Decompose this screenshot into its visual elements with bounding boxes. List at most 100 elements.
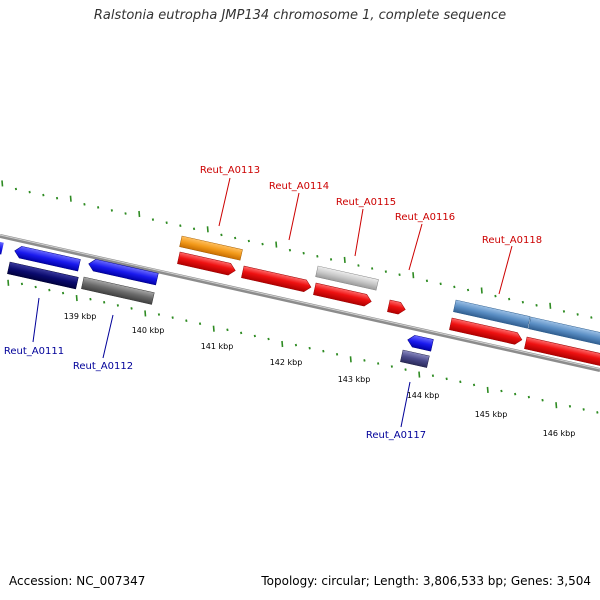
minor-tick	[521, 300, 524, 304]
minor-tick	[527, 395, 530, 399]
minor-tick	[294, 343, 298, 347]
major-tick	[206, 226, 209, 233]
minor-tick	[157, 313, 161, 316]
minor-tick	[500, 389, 503, 393]
label-reut-a0117[interactable]: Reut_A0117	[366, 430, 426, 441]
ruler-label-140kbp: 140 kbp	[132, 326, 165, 335]
major-tick	[486, 386, 489, 393]
feature-reut-a0111-navy[interactable]	[7, 261, 79, 290]
minor-tick	[55, 196, 59, 200]
major-tick	[281, 340, 284, 348]
cds-reut-a0112-blue[interactable]	[87, 258, 159, 286]
major-tick	[480, 287, 483, 294]
minor-tick	[439, 282, 442, 286]
minor-tick	[116, 304, 119, 307]
major-tick	[144, 310, 147, 317]
label-reut-a0111[interactable]: Reut_A0111	[4, 346, 64, 357]
leader-reut-a0113	[218, 177, 231, 227]
minor-tick	[316, 255, 319, 258]
feature-reut-a0118-steelblue-1[interactable]	[453, 299, 531, 329]
minor-tick	[390, 365, 393, 368]
minor-tick	[322, 349, 325, 353]
minor-tick	[28, 190, 31, 194]
minor-tick	[508, 297, 511, 301]
minor-tick	[357, 264, 360, 267]
minor-tick	[329, 258, 333, 261]
feature-reut-a0112-gray[interactable]	[81, 276, 155, 305]
feature-blue-left-edge[interactable]	[0, 241, 4, 255]
ruler-label-141kbp: 141 kbp	[201, 342, 234, 351]
ruler-label-143kbp: 143 kbp	[338, 375, 371, 384]
cds-reut-a0115[interactable]	[313, 282, 372, 307]
minor-tick	[97, 206, 100, 209]
feature-steelblue-2[interactable]	[528, 316, 600, 347]
minor-tick	[83, 203, 86, 206]
ruler-label-142kbp: 142 kbp	[270, 358, 303, 367]
label-reut-a0114[interactable]: Reut_A0114	[269, 181, 329, 192]
minor-tick	[34, 285, 37, 289]
cds-next[interactable]	[524, 336, 600, 367]
major-tick	[69, 195, 72, 202]
minor-tick	[425, 279, 429, 283]
minor-tick	[253, 334, 256, 338]
minor-tick	[124, 212, 127, 215]
leader-reut-a0112	[102, 314, 114, 359]
major-tick	[349, 356, 352, 363]
label-reut-a0116[interactable]: Reut_A0116	[395, 212, 455, 223]
minor-tick	[363, 359, 366, 362]
minor-tick	[42, 193, 45, 197]
chromosome-backbone	[0, 234, 600, 372]
major-tick	[275, 241, 278, 248]
minor-tick	[576, 313, 579, 316]
minor-tick	[14, 187, 18, 191]
label-reut-a0112[interactable]: Reut_A0112	[73, 361, 133, 372]
minor-tick	[582, 408, 585, 411]
minor-tick	[404, 368, 407, 371]
label-reut-a0113[interactable]: Reut_A0113	[200, 165, 260, 176]
accession-text: Accession: NC_007347	[9, 574, 146, 588]
minor-tick	[371, 267, 374, 270]
label-reut-a0115[interactable]: Reut_A0115	[336, 197, 396, 208]
minor-tick	[89, 297, 92, 301]
cds-reut-a0114[interactable]	[241, 265, 312, 293]
minor-tick	[398, 273, 401, 276]
major-tick	[549, 302, 552, 309]
leader-reut-a0114	[288, 192, 300, 241]
minor-tick	[48, 288, 51, 292]
minor-tick	[130, 307, 133, 310]
feature-reut-a0117-slate[interactable]	[400, 349, 430, 368]
minor-tick	[267, 337, 270, 341]
minor-tick	[61, 291, 65, 295]
minor-tick	[466, 288, 470, 292]
major-tick	[412, 272, 415, 279]
minor-tick	[192, 227, 196, 231]
minor-tick	[445, 377, 448, 381]
minor-tick	[220, 233, 223, 237]
feature-reut-a0115-gray[interactable]	[315, 265, 379, 291]
minor-tick	[288, 248, 292, 252]
major-tick	[138, 210, 141, 218]
ruler-label-145kbp: 145 kbp	[475, 410, 508, 419]
major-tick	[418, 371, 421, 378]
feature-reut-a0113-orange[interactable]	[179, 235, 243, 261]
major-tick	[7, 279, 10, 286]
leader-reut-a0116	[408, 223, 423, 271]
cds-reut-a0113[interactable]	[177, 251, 236, 276]
major-tick	[343, 256, 346, 263]
label-reut-a0118[interactable]: Reut_A0118	[482, 235, 542, 246]
ruler-label-144kbp: 144 kbp	[407, 391, 440, 400]
minor-tick	[20, 282, 24, 286]
major-tick	[75, 295, 78, 302]
major-tick	[212, 325, 215, 332]
minor-tick	[151, 218, 155, 221]
cds-reut-a0118[interactable]	[449, 317, 523, 346]
minor-tick	[590, 316, 593, 319]
cds-reut-a0116[interactable]	[387, 299, 406, 315]
minor-tick	[110, 209, 113, 212]
minor-tick	[165, 221, 168, 224]
minor-tick	[568, 405, 572, 408]
minor-tick	[198, 322, 202, 325]
cds-reut-a0117-blue[interactable]	[406, 334, 434, 352]
cds-reut-a0111-blue[interactable]	[13, 245, 81, 272]
